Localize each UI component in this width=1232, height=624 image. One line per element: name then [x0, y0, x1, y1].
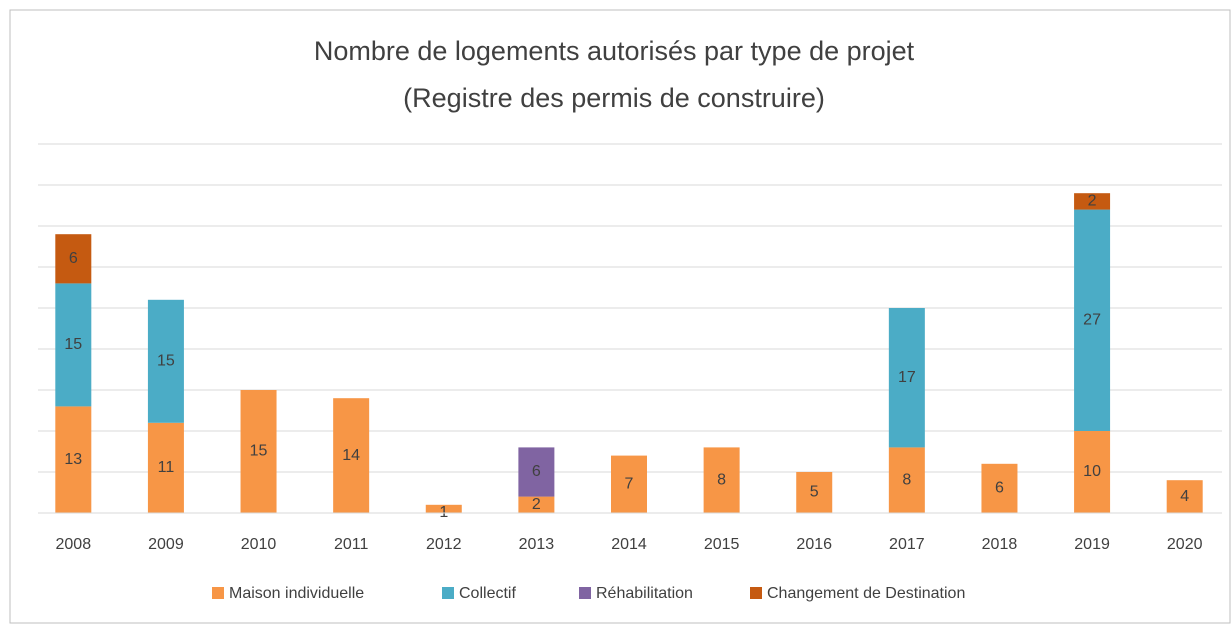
x-tick-label: 2015 [704, 536, 740, 553]
data-label: 2 [532, 496, 541, 513]
data-label: 4 [1180, 488, 1189, 505]
data-label: 8 [902, 471, 911, 488]
x-tick-label: 2019 [1074, 536, 1110, 553]
legend-swatch [750, 587, 762, 599]
bar-segment [1074, 193, 1111, 210]
x-tick-label: 2011 [334, 536, 369, 553]
x-tick-label: 2008 [56, 536, 92, 553]
data-label: 5 [810, 484, 819, 501]
bar-segment [425, 504, 462, 513]
bar-segment [1074, 431, 1111, 513]
legend-label: Réhabilitation [596, 585, 693, 602]
data-label: 13 [64, 451, 82, 468]
chart-title: Nombre de logements autorisés par type d… [314, 36, 915, 66]
x-tick-label: 2018 [982, 536, 1018, 553]
bar-segment [1166, 480, 1203, 513]
data-label: 6 [69, 250, 78, 267]
bar-segment [55, 234, 92, 284]
legend-label: Changement de Destination [767, 585, 965, 602]
bar-segment [518, 447, 555, 497]
data-label: 6 [532, 463, 541, 480]
data-label: 15 [157, 353, 175, 370]
x-tick-label: 2017 [889, 536, 925, 553]
x-tick-label: 2009 [148, 536, 184, 553]
legend-label: Collectif [459, 585, 516, 602]
x-tick-label: 2013 [519, 536, 555, 553]
x-tick-label: 2014 [611, 536, 647, 553]
bar-segment [1074, 209, 1111, 431]
data-label: 10 [1083, 463, 1101, 480]
legend-swatch [579, 587, 591, 599]
chart-title: (Registre des permis de construire) [403, 83, 825, 113]
legend-swatch [212, 587, 224, 599]
legend-swatch [442, 587, 454, 599]
legend-label: Maison individuelle [229, 585, 364, 602]
bar-segment [240, 390, 277, 513]
x-tick-label: 2012 [426, 536, 462, 553]
bar-segment [147, 422, 184, 513]
bar-segment [703, 447, 740, 513]
data-label: 6 [995, 480, 1004, 497]
x-tick-label: 2010 [241, 536, 277, 553]
bar-segment [518, 496, 555, 513]
data-label: 17 [898, 369, 916, 386]
data-label: 15 [250, 443, 268, 460]
bar-segment [611, 455, 647, 513]
bar-segment [147, 299, 184, 423]
data-label: 14 [342, 447, 360, 464]
bar-segment [888, 447, 925, 513]
bar-segment [796, 472, 833, 513]
bar-segment [888, 308, 925, 448]
x-tick-label: 2016 [796, 536, 832, 553]
bar-segment [333, 398, 370, 513]
data-label: 15 [64, 336, 82, 353]
data-label: 27 [1083, 312, 1101, 329]
bar-segment [55, 283, 92, 407]
data-label: 7 [625, 476, 634, 493]
x-tick-label: 2020 [1167, 536, 1203, 553]
data-label: 11 [158, 459, 175, 476]
data-label: 2 [1088, 193, 1097, 210]
chart-border [9, 9, 1231, 624]
bar-segment [55, 406, 92, 513]
bar-segment [981, 463, 1018, 513]
data-label: 8 [717, 471, 726, 488]
